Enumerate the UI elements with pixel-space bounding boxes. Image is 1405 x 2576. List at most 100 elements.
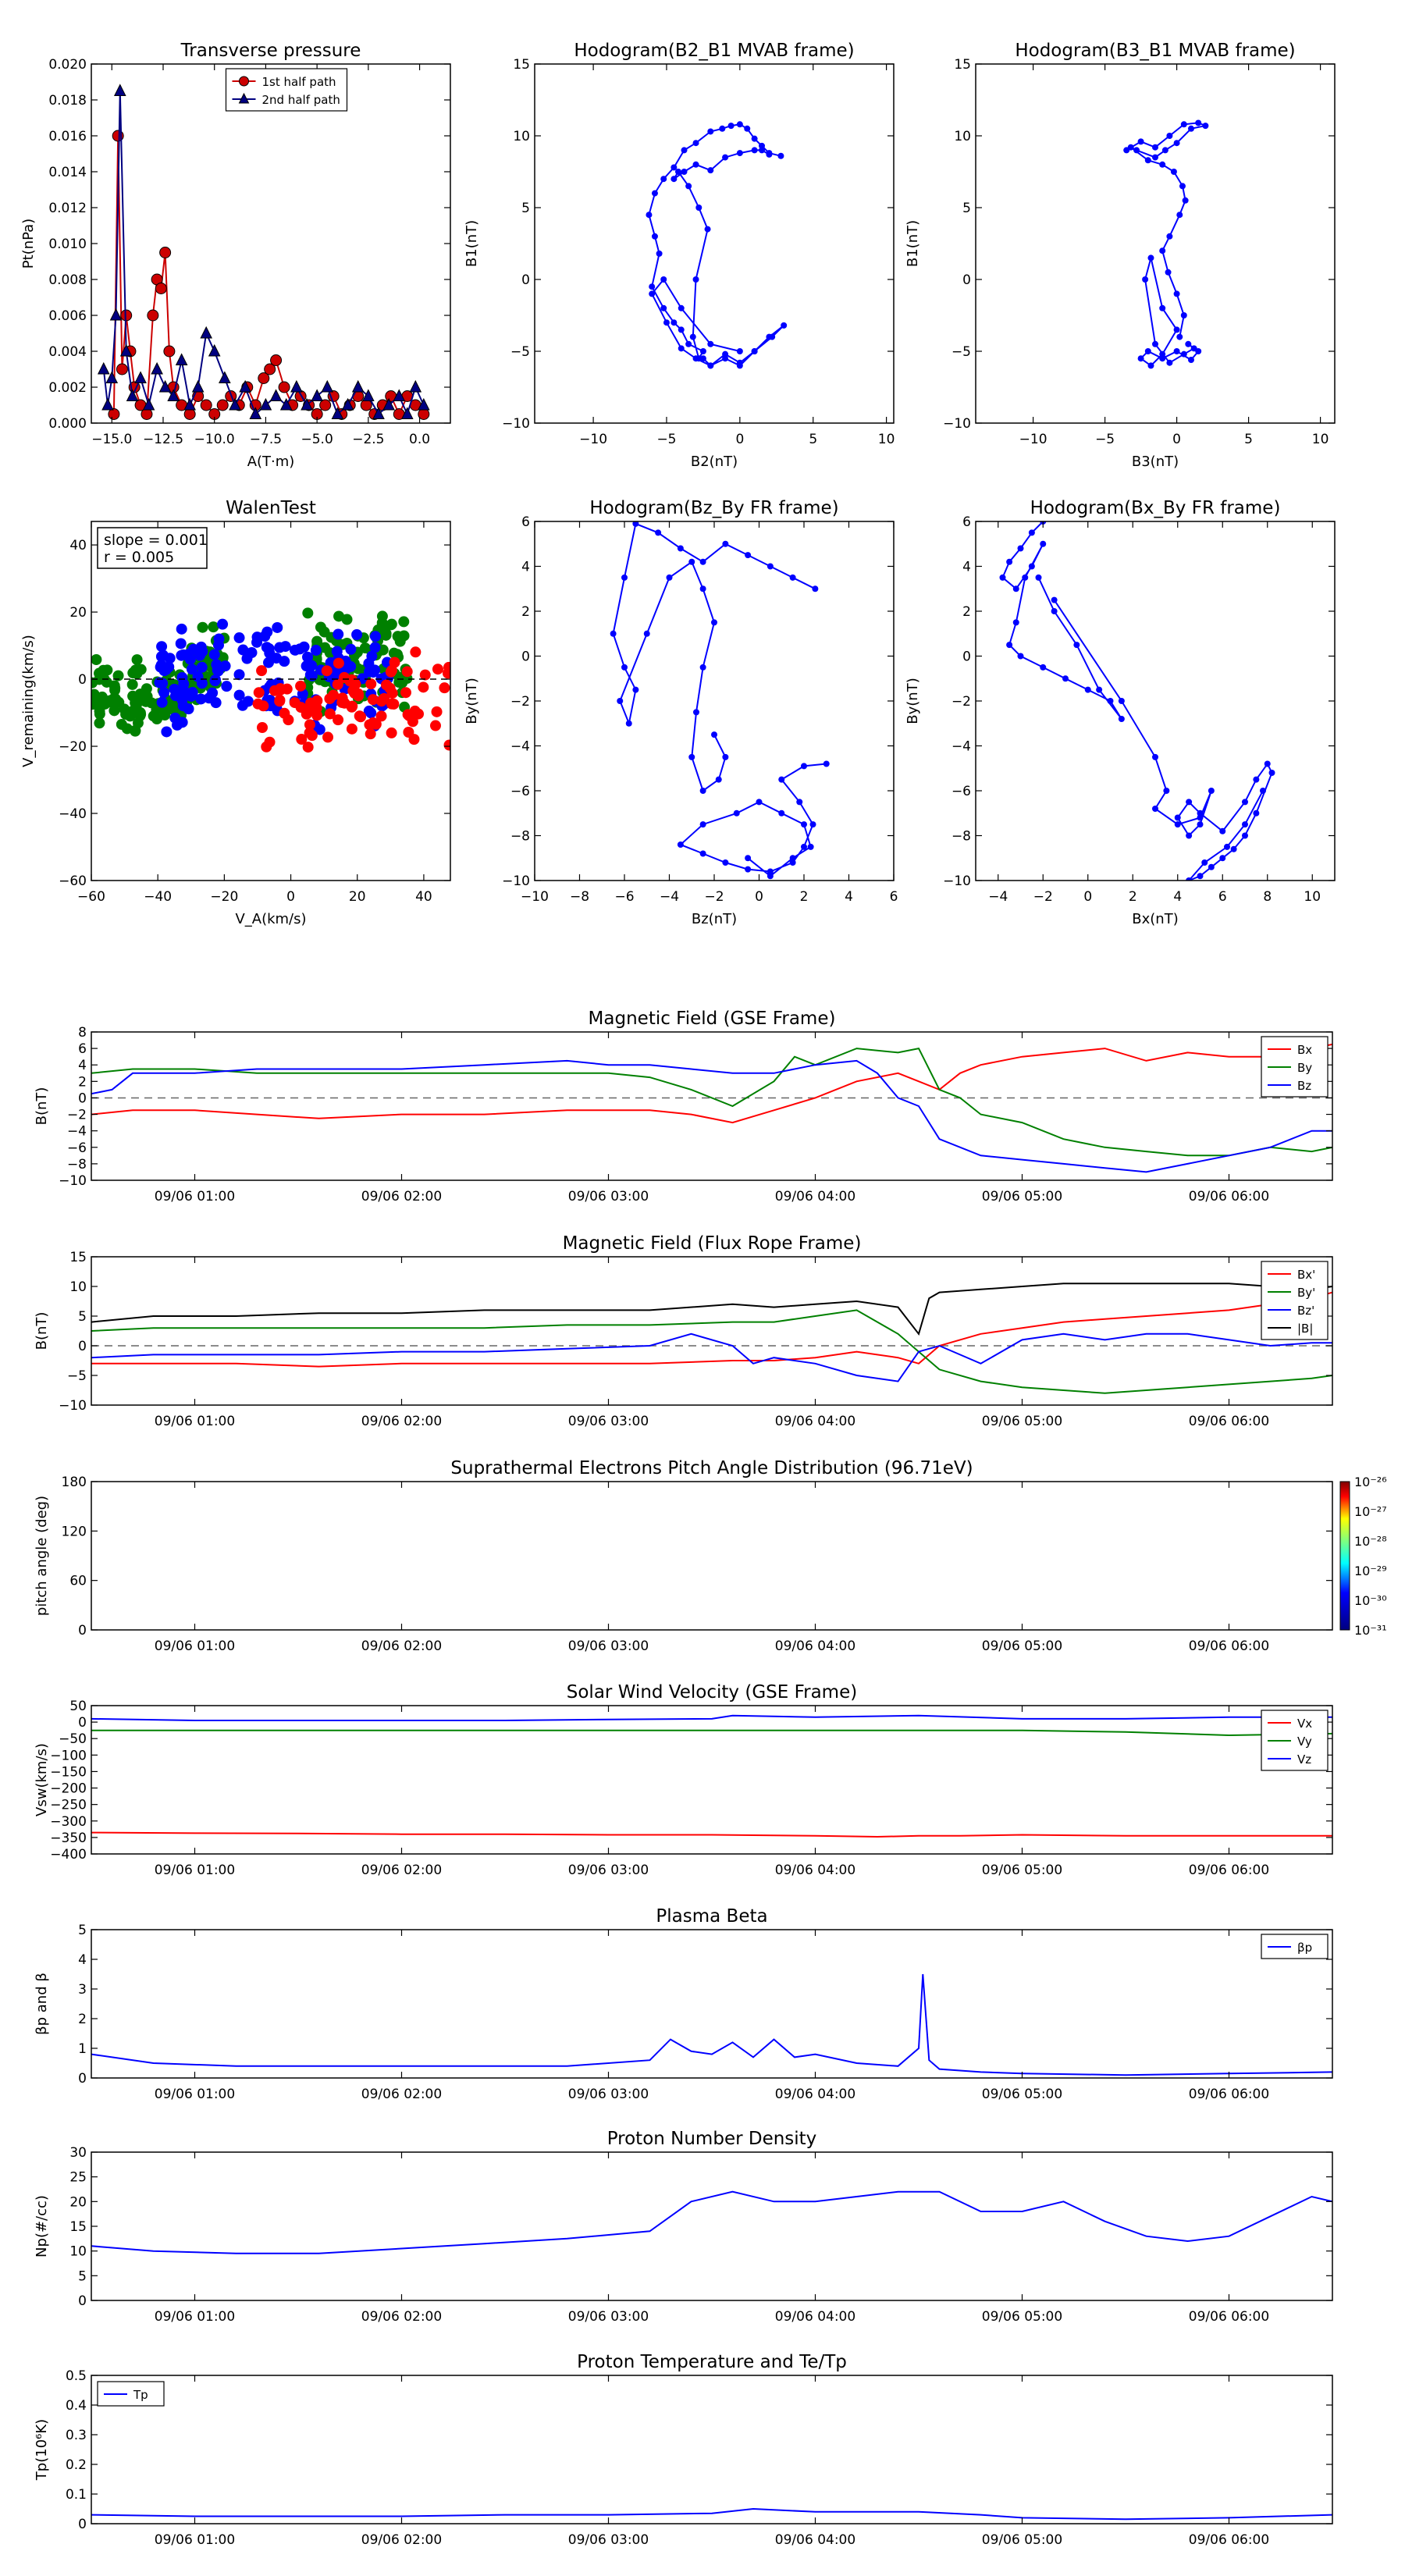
series-line-0 xyxy=(91,2190,1332,2254)
scatter-point xyxy=(410,646,422,658)
data-point xyxy=(311,389,323,401)
data-point xyxy=(158,379,172,393)
scatter-point xyxy=(314,724,325,735)
x-tick-label: 4 xyxy=(845,889,853,905)
y-tick-label: 1 xyxy=(78,2041,87,2057)
legend: Bx' By' Bz' |B| xyxy=(1261,1261,1329,1340)
data-point xyxy=(699,788,706,794)
data-point xyxy=(1040,664,1047,671)
scatter-point xyxy=(333,657,344,669)
scatter-point xyxy=(419,669,431,681)
scatter-point xyxy=(169,690,181,702)
data-point xyxy=(778,809,785,817)
scatter-point xyxy=(91,654,102,665)
data-point xyxy=(1176,212,1183,219)
data-point xyxy=(400,407,414,419)
scatter-point xyxy=(156,696,168,708)
y-tick-label: −10 xyxy=(502,416,530,432)
x-tick-label: 2 xyxy=(1129,889,1137,905)
scatter-point xyxy=(324,708,336,720)
scatter-point xyxy=(418,681,429,693)
scatter-point xyxy=(295,680,307,692)
data-point xyxy=(1147,254,1154,262)
data-point xyxy=(789,855,796,862)
y-tick-label: −10 xyxy=(943,873,971,889)
data-point xyxy=(200,399,212,411)
scatter-point xyxy=(302,607,314,619)
scatter-point xyxy=(401,666,413,678)
data-point xyxy=(1006,558,1013,565)
data-point xyxy=(155,283,167,294)
chart-title: Hodogram(B3_B1 MVAB frame) xyxy=(1015,41,1295,61)
data-point xyxy=(142,397,155,411)
x-tick-label: 09/06 05:00 xyxy=(982,2087,1062,2102)
scatter-point xyxy=(237,644,249,656)
data-point xyxy=(1166,359,1173,366)
data-point xyxy=(678,345,685,352)
data-point xyxy=(1182,197,1189,204)
x-tick-label: −5.0 xyxy=(301,432,333,447)
data-point xyxy=(151,361,163,375)
data-point xyxy=(777,152,784,159)
x-tick-label: 09/06 05:00 xyxy=(982,1863,1062,1878)
chart-pitch_angle: Suprathermal Electrons Pitch Angle Distr… xyxy=(34,1458,1387,1654)
scatter-point xyxy=(171,719,183,731)
scatter-point xyxy=(131,654,143,666)
data-point xyxy=(1186,832,1193,839)
data-point xyxy=(270,354,283,366)
data-point xyxy=(372,407,385,419)
scatter-point xyxy=(186,664,197,675)
data-point xyxy=(689,333,696,340)
data-point xyxy=(1197,873,1204,880)
data-point xyxy=(625,720,632,727)
data-point xyxy=(655,529,662,536)
scatter-point xyxy=(389,656,400,668)
data-point xyxy=(183,408,196,420)
data-point xyxy=(1152,144,1158,151)
data-point xyxy=(1152,154,1158,161)
x-tick-label: 09/06 02:00 xyxy=(361,2087,442,2102)
y-tick-label: 120 xyxy=(62,1524,87,1539)
data-point xyxy=(1260,788,1266,794)
data-point xyxy=(678,326,685,333)
y-tick-label: −2 xyxy=(67,1108,87,1123)
x-tick-label: 09/06 03:00 xyxy=(568,1863,649,1878)
chart-title: Proton Number Density xyxy=(607,2129,817,2149)
data-point xyxy=(1195,119,1202,126)
y-tick-label: 4 xyxy=(78,1058,87,1073)
y-tick-label: 0 xyxy=(78,1091,87,1106)
scatter-point xyxy=(400,687,411,699)
scatter-point xyxy=(301,660,312,672)
data-point xyxy=(707,128,714,135)
data-point xyxy=(736,150,743,157)
data-point xyxy=(707,167,714,174)
data-point xyxy=(113,84,126,96)
data-point xyxy=(183,397,196,411)
data-point xyxy=(1197,809,1204,817)
x-tick-label: −20 xyxy=(210,889,238,905)
data-point xyxy=(688,558,695,565)
x-tick-label: −2 xyxy=(1033,889,1053,905)
data-point xyxy=(651,190,658,197)
data-point xyxy=(745,855,752,862)
y-tick-label: 0.3 xyxy=(66,2428,87,2443)
scatter-point xyxy=(369,631,381,642)
series-line-Bx xyxy=(91,1043,1332,1124)
legend-label: Bx xyxy=(1297,1043,1312,1057)
data-point xyxy=(1028,563,1035,570)
data-point xyxy=(711,731,717,738)
legend-label: Tp xyxy=(133,2388,148,2402)
x-tick-label: 09/06 04:00 xyxy=(775,1414,855,1429)
scatter-point xyxy=(256,665,268,677)
data-point xyxy=(699,355,706,362)
data-point xyxy=(778,776,785,783)
data-point xyxy=(1147,362,1154,369)
series-group xyxy=(91,1973,1332,2076)
data-point xyxy=(801,821,807,828)
y-tick-label: −5 xyxy=(67,1368,87,1384)
data-point xyxy=(675,169,681,175)
scatter-point xyxy=(120,709,132,720)
scatter-point xyxy=(196,661,208,673)
x-tick-label: 09/06 03:00 xyxy=(568,1638,649,1654)
